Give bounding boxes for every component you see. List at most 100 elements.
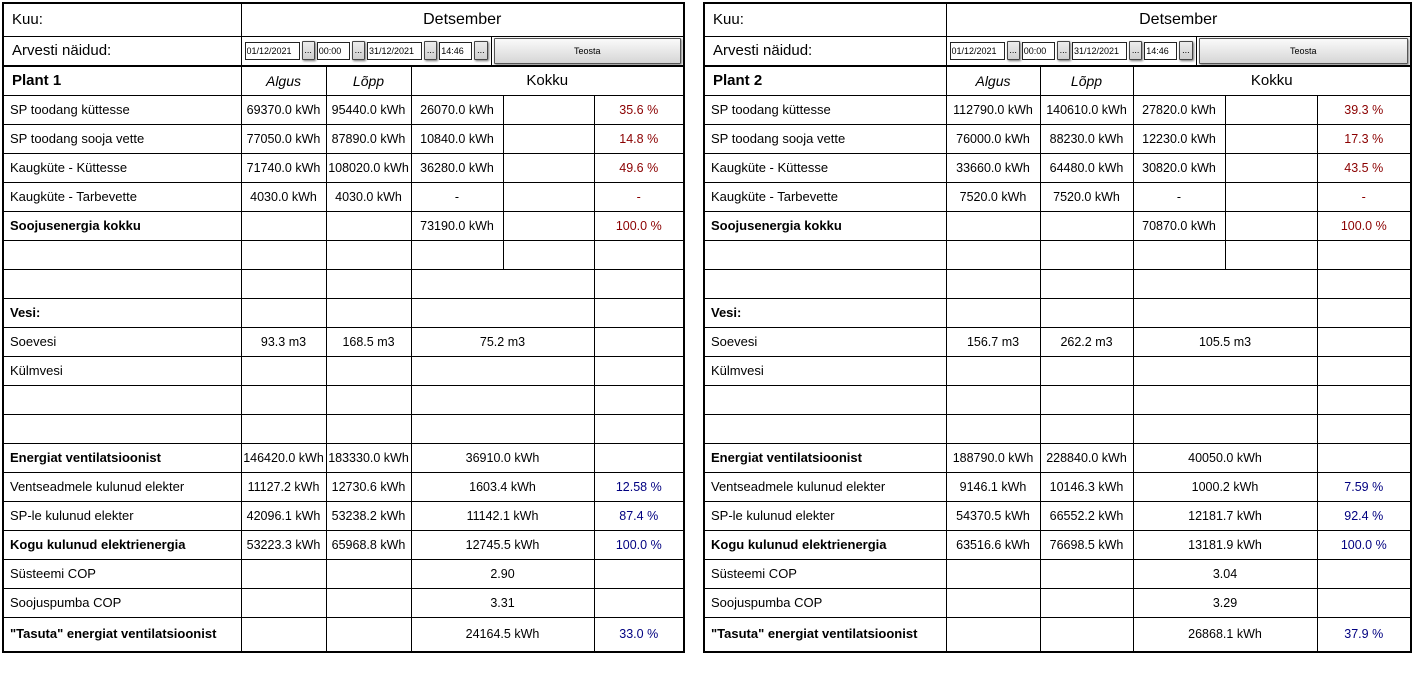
end-date-input[interactable] [367,41,422,60]
row-label-cell [703,413,947,444]
algus-value-cell: 7520.0 kWh [945,181,1041,212]
lopp-value-cell [325,297,412,328]
teosta-button[interactable]: Teosta [1198,37,1408,64]
kokku-mid-cell [502,239,595,270]
percent-cell [593,355,685,386]
lopp-value-cell: 88230.0 kWh [1039,123,1134,154]
table-row [2,384,685,415]
kokku-value-cell [410,355,595,386]
algus-value-cell [240,558,327,589]
table-row: Kaugküte - Tarbevette 7520.0 kWh 7520.0 kW… [703,181,1412,212]
date-range-controls: ... ... ... ... Teosta [947,37,1410,64]
start-date-browse-button[interactable]: ... [301,41,315,61]
row-label-cell: Soojuspumba COP [2,587,242,618]
algus-value-cell: 53223.3 kWh [240,529,327,560]
kokku-value-cell [410,239,504,270]
algus-value-cell [945,268,1041,299]
column-header-kokku: Kokku [410,65,685,96]
start-time-browse-button[interactable]: ... [1056,41,1070,61]
algus-value-cell [945,587,1041,618]
table-row: SP toodang küttesse 112790.0 kWh 140610.0 … [703,94,1412,125]
teosta-button[interactable]: Teosta [493,37,681,64]
row-label-cell: SP toodang sooja vette [2,123,242,154]
start-time-input[interactable] [1021,41,1055,60]
row-label-cell [703,268,947,299]
algus-value-cell [945,616,1041,653]
lopp-value-cell [325,413,412,444]
algus-value-cell [240,384,327,415]
table-row: Soojuspumba COP 3.29 [703,587,1412,618]
start-date-input[interactable] [949,41,1005,60]
lopp-value-cell: 7520.0 kWh [1039,181,1134,212]
kokku-value-cell [410,297,595,328]
row-label-cell: Kaugküte - Küttesse [703,152,947,183]
percent-cell [1316,268,1412,299]
column-header-lopp: Lõpp [1039,65,1134,96]
row-label-cell: Kaugküte - Küttesse [2,152,242,183]
row-label-cell: Kaugküte - Tarbevette [2,181,242,212]
row-label-cell: SP toodang sooja vette [703,123,947,154]
percent-cell [593,413,685,444]
percent-cell: 92.4 % [1316,500,1412,531]
row-label-cell [703,239,947,270]
algus-value-cell: 42096.1 kWh [240,500,327,531]
kokku-value-cell: 1000.2 kWh [1132,471,1318,502]
kokku-value-cell: 10840.0 kWh [410,123,504,154]
end-time-browse-button[interactable]: ... [1179,41,1193,61]
kokku-mid-cell [1224,123,1318,154]
kokku-value-cell: 36280.0 kWh [410,152,504,183]
lopp-value-cell: 4030.0 kWh [325,181,412,212]
kokku-value-cell: 27820.0 kWh [1132,94,1226,125]
end-time-browse-button[interactable]: ... [474,41,488,61]
start-time-browse-button[interactable]: ... [351,41,365,61]
percent-cell: - [1316,181,1412,212]
end-time-input[interactable] [439,41,473,60]
algus-value-cell: 33660.0 kWh [945,152,1041,183]
kokku-mid-cell [502,152,595,183]
kokku-value-cell: 3.31 [410,587,595,618]
lopp-value-cell: 53238.2 kWh [325,500,412,531]
algus-value-cell: 54370.5 kWh [945,500,1041,531]
row-label-cell: Soevesi [703,326,947,357]
date-range-controls: ... ... ... ... Teosta [242,37,683,64]
plant-1-panel: Kuu: Detsember Arvesti näidud: ... ... .… [2,2,685,653]
kokku-value-cell: 3.04 [1132,558,1318,589]
percent-cell [1316,587,1412,618]
kokku-value-cell [1132,239,1226,270]
end-date-browse-button[interactable]: ... [424,41,438,61]
kokku-value-cell: 26070.0 kWh [410,94,504,125]
start-time-input[interactable] [316,41,350,60]
lopp-value-cell: 12730.6 kWh [325,471,412,502]
kokku-mid-cell [1224,181,1318,212]
percent-cell [593,297,685,328]
end-date-browse-button[interactable]: ... [1129,41,1143,61]
table-row [2,268,685,299]
row-label-cell: SP toodang küttesse [703,94,947,125]
end-time-input[interactable] [1144,41,1178,60]
start-date-browse-button[interactable]: ... [1006,41,1020,61]
percent-cell: 35.6 % [593,94,685,125]
row-label-cell: Külmvesi [703,355,947,386]
month-row: Kuu: Detsember [703,2,1412,37]
row-label-cell: Energiat ventilatsioonist [2,442,242,473]
table-row: Süsteemi COP 2.90 [2,558,685,589]
column-header-row: Plant 2 Algus Lõpp Kokku [703,65,1412,96]
table-row [703,268,1412,299]
table-row: Vesi: [703,297,1412,328]
kuu-label: Kuu: [703,2,947,37]
table-row: Soojusenergia kokku 70870.0 kWh 100.0 % [703,210,1412,241]
percent-cell [593,587,685,618]
algus-value-cell: 93.3 m3 [240,326,327,357]
end-date-input[interactable] [1072,41,1127,60]
table-row: Kogu kulunud elektrienergia 63516.6 kWh 76… [703,529,1412,560]
lopp-value-cell [325,587,412,618]
start-date-input[interactable] [244,41,300,60]
algus-value-cell [945,413,1041,444]
lopp-value-cell: 10146.3 kWh [1039,471,1134,502]
row-label-cell: Soojusenergia kokku [703,210,947,241]
table-row: Ventseadmele kulunud elekter 9146.1 kWh 10… [703,471,1412,502]
kokku-value-cell [410,413,595,444]
kokku-value-cell: 75.2 m3 [410,326,595,357]
algus-value-cell [240,210,327,241]
algus-value-cell [945,210,1041,241]
